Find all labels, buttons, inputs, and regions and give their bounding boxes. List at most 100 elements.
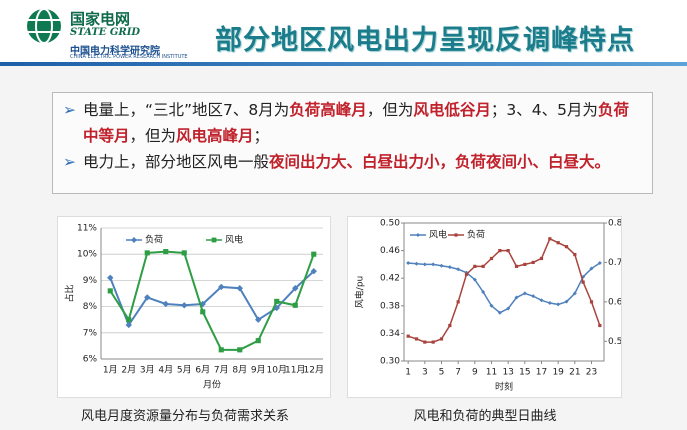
- marker: [144, 250, 150, 256]
- y-tick-label: 7%: [83, 328, 98, 338]
- marker: [439, 263, 444, 268]
- x-tick-label: 11: [486, 368, 497, 378]
- x-tick-label: 5: [439, 368, 445, 378]
- marker: [431, 340, 435, 344]
- marker: [514, 295, 519, 300]
- marker: [489, 303, 494, 308]
- x-tick-label: 4月: [158, 365, 173, 376]
- highlight-text: 风电高峰月: [176, 127, 254, 145]
- marker: [497, 310, 502, 315]
- marker: [200, 309, 206, 315]
- marker: [422, 262, 427, 267]
- marker: [236, 285, 243, 292]
- y-tick-label: 8%: [83, 302, 98, 312]
- y2-tick-label: 0.55: [608, 337, 621, 347]
- institute: 中国电力科学研究院: [70, 46, 160, 57]
- y2-tick-label: 0.65: [608, 297, 621, 307]
- marker: [473, 264, 477, 268]
- marker: [448, 323, 452, 328]
- marker: [581, 280, 585, 284]
- marker: [539, 256, 544, 261]
- chart: 6% 7% 8% 9% 10% 11% 1月 2月 3月 4月 5月 6月 7月 8月 9月 10月11月12…: [64, 224, 324, 391]
- marker: [255, 316, 262, 323]
- marker: [107, 274, 114, 281]
- line: [407, 237, 601, 343]
- y-tick-label: 11%: [77, 224, 97, 234]
- marker: [125, 321, 132, 329]
- marker: [310, 268, 317, 275]
- marker: [573, 252, 577, 257]
- legend-label: 风电: [225, 234, 243, 246]
- x-tick-label: 3: [422, 368, 428, 378]
- marker: [218, 347, 224, 353]
- y-tick-label: 0.46: [380, 246, 400, 256]
- logo-name: 国家电网: [70, 10, 131, 28]
- marker: [274, 298, 280, 304]
- marker: [162, 300, 169, 308]
- x-tick-label: 23: [586, 368, 597, 378]
- x-axis-label: 月份: [203, 379, 221, 391]
- y-tick-label: 0.42: [380, 274, 400, 284]
- marker: [181, 250, 187, 256]
- marker: [481, 290, 486, 294]
- bullet-text: ，但为: [129, 127, 177, 145]
- bullet: 电量上，“三北”地区7、8月为负荷高峰月，但为风电低谷月；3、4、5月为负荷中等…: [61, 97, 644, 149]
- x-tick-label: 1月: [103, 365, 118, 376]
- x-tick-label: 21: [569, 368, 580, 378]
- bullet-text: 电力上，部分地区风电一般: [83, 153, 270, 171]
- bullet: 电力上，部分地区风电一般夜间出力大、白昼出力小，负荷夜间小、白昼大。: [61, 149, 644, 175]
- marker: [564, 245, 569, 249]
- chart-box: 0.30 0.34 0.38 0.42 0.46 0.50 0.55 0.65 0.75 0.85…: [347, 216, 641, 398]
- marker: [131, 237, 137, 243]
- marker: [556, 241, 560, 245]
- x-tick-label: 6月: [195, 365, 210, 376]
- logo-icon: [27, 8, 61, 44]
- x-tick-label: 15: [519, 368, 530, 378]
- legend-label: 负荷: [467, 229, 485, 241]
- marker: [107, 288, 113, 294]
- marker: [489, 256, 494, 261]
- marker: [126, 317, 132, 323]
- x-tick-label: 5月: [177, 365, 192, 376]
- legend-label: 风电: [429, 229, 447, 241]
- x-tick-label: 3月: [140, 365, 155, 376]
- x-tick-label: 9: [472, 368, 478, 378]
- x-tick-label: 9月: [251, 365, 266, 376]
- marker: [556, 302, 561, 307]
- marker: [181, 302, 188, 309]
- x-tick-label: 11月: [285, 365, 305, 376]
- x-tick-label: 8月: [232, 365, 247, 376]
- marker: [589, 300, 594, 304]
- marker: [598, 323, 602, 328]
- marker: [406, 261, 411, 266]
- highlight-text: 负荷高峰月: [289, 101, 367, 119]
- marker: [406, 334, 410, 338]
- marker: [597, 261, 602, 266]
- x-tick-label: 7月: [214, 365, 229, 376]
- y-tick-label: 0.38: [380, 301, 400, 311]
- y-tick-label: 6%: [83, 355, 98, 365]
- marker: [506, 249, 510, 253]
- chart-box: 6% 7% 8% 9% 10% 11% 1月 2月 3月 4月 5月 6月 7月 8月 9月 10月 11月 12…: [57, 216, 331, 398]
- y-axis-label: 风电/pu: [354, 276, 366, 308]
- marker: [506, 306, 511, 311]
- highlight-text: 夜间出力大、白昼出力小，负荷夜间小、白昼大。: [269, 153, 611, 171]
- x-axis-label: 时刻: [495, 381, 513, 393]
- marker: [572, 291, 577, 296]
- line: [109, 250, 315, 351]
- y2-tick-label: 0.75: [608, 258, 621, 268]
- marker: [589, 266, 594, 271]
- marker: [416, 233, 420, 237]
- line: [109, 270, 315, 328]
- marker: [144, 294, 151, 301]
- x-tick-label: 1: [405, 368, 411, 378]
- marker: [431, 262, 436, 267]
- marker: [423, 340, 427, 344]
- marker: [237, 347, 243, 353]
- x-tick-label: 10月: [267, 365, 287, 376]
- bullet-text: ，但为: [366, 101, 414, 119]
- marker: [514, 264, 519, 268]
- marker: [522, 291, 527, 296]
- marker: [454, 233, 458, 237]
